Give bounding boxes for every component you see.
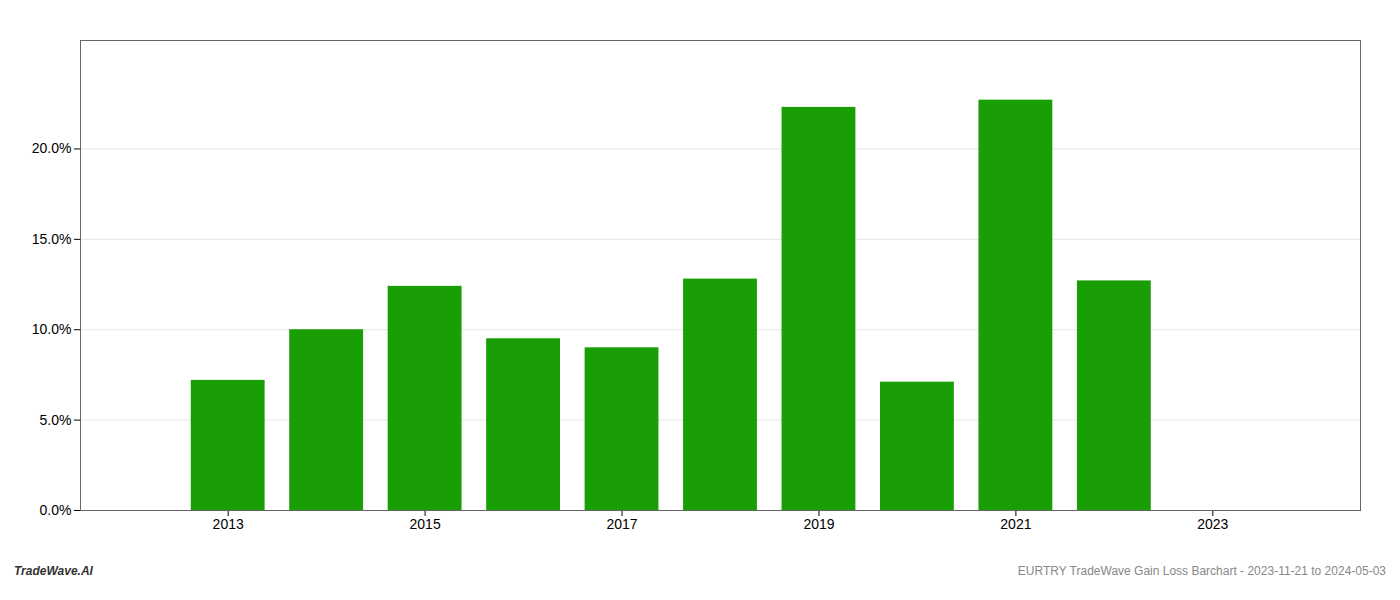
html-text:TradeWave.AI: TradeWave.AI [14, 564, 93, 578]
svg-text:0.0%: 0.0% [40, 502, 72, 518]
svg-text:10.0%: 10.0% [32, 321, 72, 337]
svg-text:2017: 2017 [606, 516, 637, 532]
svg-text:20.0%: 20.0% [32, 140, 72, 156]
svg-text:2013: 2013 [213, 516, 244, 532]
svg-text:15.0%: 15.0% [32, 231, 72, 247]
html-text:EURTRY TradeWave Gain Loss Bar: EURTRY TradeWave Gain Loss Barchart - 20… [1017, 564, 1386, 578]
svg-text:2015: 2015 [410, 516, 441, 532]
svg-text:2023: 2023 [1197, 516, 1228, 532]
svg-text:2019: 2019 [803, 516, 834, 532]
svg-text:2021: 2021 [1000, 516, 1031, 532]
svg-text:5.0%: 5.0% [40, 412, 72, 428]
